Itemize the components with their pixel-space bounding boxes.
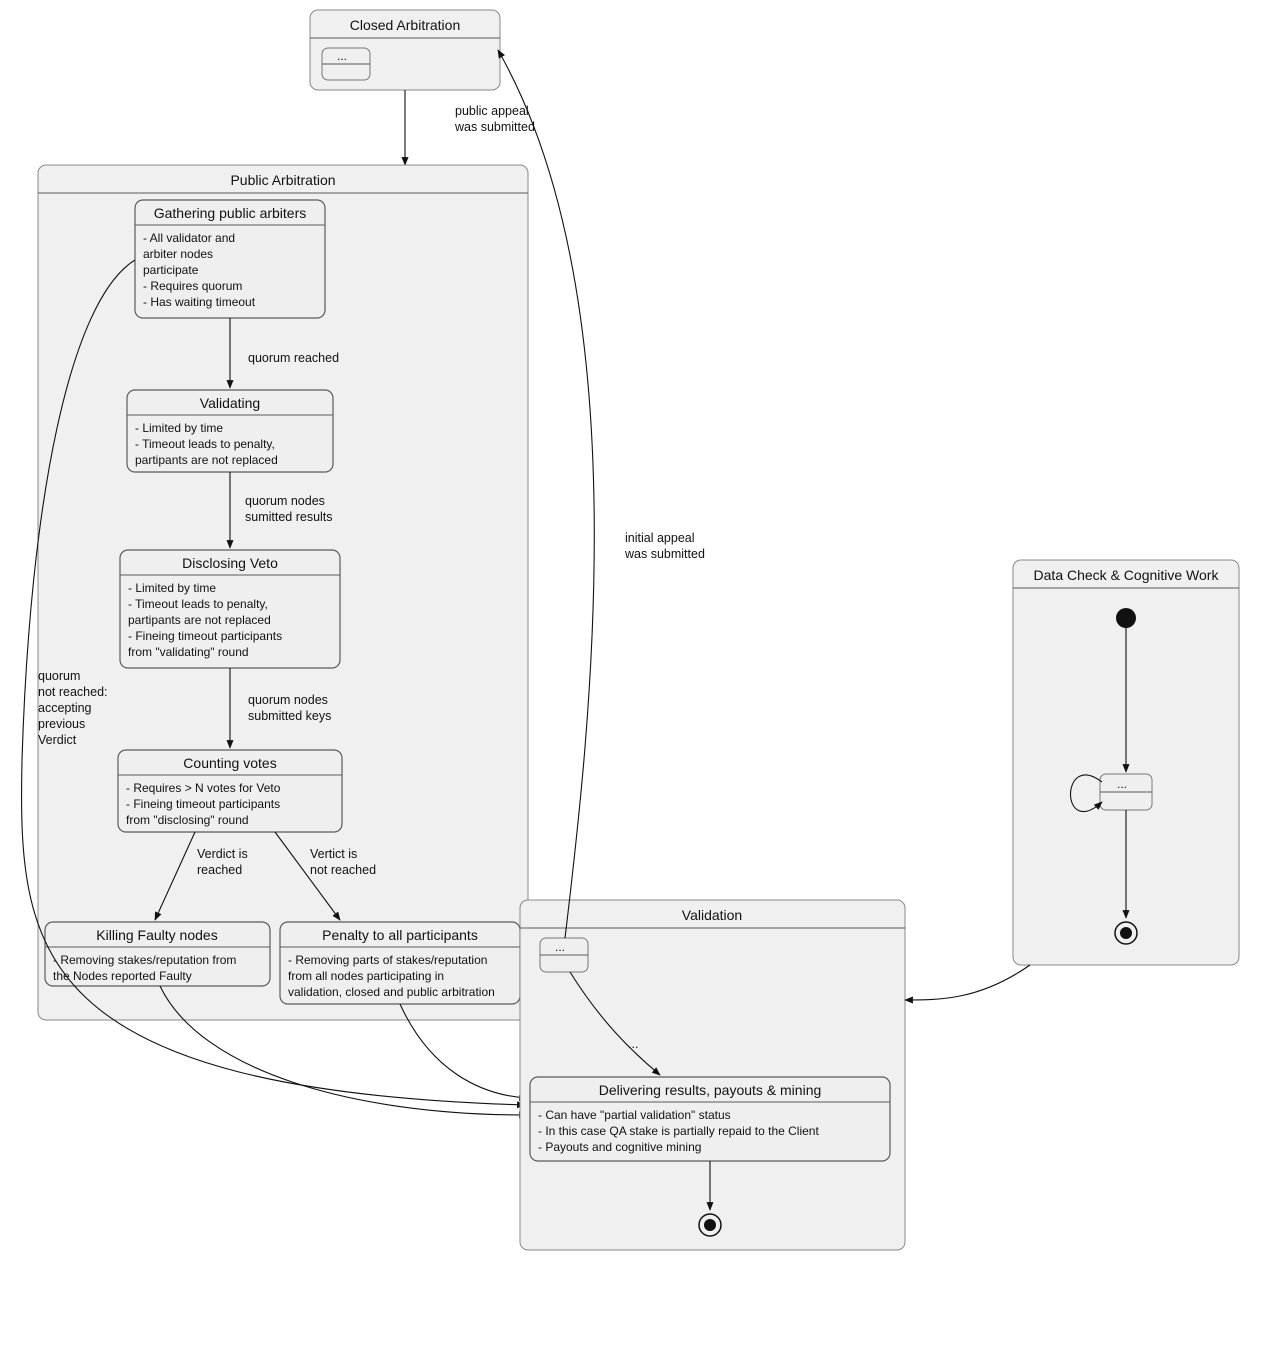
- closed-arbitration-container: Closed Arbitration ...: [310, 10, 500, 90]
- closed-arbitration-title: Closed Arbitration: [350, 17, 461, 33]
- validation-title: Validation: [682, 907, 742, 923]
- svg-text:not reached:: not reached:: [38, 685, 108, 699]
- killing-title: Killing Faulty nodes: [96, 927, 217, 943]
- svg-text:accepting: accepting: [38, 701, 92, 715]
- svg-text:partipants are not replaced: partipants are not replaced: [128, 613, 271, 627]
- penalty-title: Penalty to all participants: [322, 927, 478, 943]
- svg-text:Verdict: Verdict: [38, 733, 77, 747]
- penalty-node: Penalty to all participants - Removing p…: [280, 922, 520, 1004]
- svg-text:- Removing parts of stakes/rep: - Removing parts of stakes/reputation: [288, 953, 487, 967]
- svg-text:previous: previous: [38, 717, 85, 731]
- gathering-title: Gathering public arbiters: [154, 205, 307, 221]
- svg-text:not reached: not reached: [310, 863, 376, 877]
- counting-node: Counting votes - Requires > N votes for …: [118, 750, 342, 832]
- svg-text:reached: reached: [197, 863, 242, 877]
- svg-text:- Limited by time: - Limited by time: [128, 581, 216, 595]
- data-check-ellipsis: ...: [1117, 777, 1127, 791]
- closed-arbitration-ellipsis: ...: [337, 49, 347, 63]
- svg-text:submitted keys: submitted keys: [248, 709, 331, 723]
- svg-text:- Requires > N votes for Veto: - Requires > N votes for Veto: [126, 781, 281, 795]
- svg-text:arbiter nodes: arbiter nodes: [143, 247, 213, 261]
- svg-text:- Has waiting timeout: - Has waiting timeout: [143, 295, 256, 309]
- svg-text:- Timeout leads to penalty,: - Timeout leads to penalty,: [135, 437, 275, 451]
- svg-text:- Limited by time: - Limited by time: [135, 421, 223, 435]
- svg-text:- Fineing timeout participants: - Fineing timeout participants: [126, 797, 280, 811]
- svg-text:initial appeal: initial appeal: [625, 531, 695, 545]
- public-arbitration-container: Public Arbitration Gathering public arbi…: [38, 165, 528, 1020]
- svg-text:the Nodes reported Faulty: the Nodes reported Faulty: [53, 969, 192, 983]
- validation-ellipsis-box: ...: [555, 940, 565, 954]
- svg-text:- Requires quorum: - Requires quorum: [143, 279, 242, 293]
- svg-text:- Fineing timeout participants: - Fineing timeout participants: [128, 629, 282, 643]
- state-diagram: Closed Arbitration ... public appeal was…: [0, 0, 1287, 1355]
- svg-text:from "disclosing" round: from "disclosing" round: [126, 813, 249, 827]
- svg-text:was submitted: was submitted: [624, 547, 705, 561]
- delivering-node: Delivering results, payouts & mining - C…: [530, 1077, 890, 1161]
- svg-text:sumitted results: sumitted results: [245, 510, 333, 524]
- final-state-inner: [704, 1219, 716, 1231]
- svg-text:participate: participate: [143, 263, 199, 277]
- svg-text:validation, closed and public: validation, closed and public arbitratio…: [288, 985, 495, 999]
- svg-text:quorum: quorum: [38, 669, 80, 683]
- edge-label: public appeal: [455, 104, 529, 118]
- data-check-container: Data Check & Cognitive Work ...: [1013, 560, 1239, 965]
- edge-label: was submitted: [454, 120, 535, 134]
- public-arbitration-title: Public Arbitration: [230, 172, 335, 188]
- killing-node: Killing Faulty nodes - Removing stakes/r…: [45, 922, 270, 986]
- gathering-node: Gathering public arbiters - All validato…: [135, 200, 325, 318]
- svg-text:Verdict is: Verdict is: [197, 847, 248, 861]
- svg-text:quorum nodes: quorum nodes: [245, 494, 325, 508]
- svg-text:Vertict is: Vertict is: [310, 847, 357, 861]
- validation-container: Validation ... ... Delivering results, p…: [520, 900, 905, 1250]
- dc-final-inner: [1120, 927, 1132, 939]
- initial-state: [1116, 608, 1136, 628]
- svg-text:- Can have "partial validation: - Can have "partial validation" status: [538, 1108, 731, 1122]
- data-check-title: Data Check & Cognitive Work: [1034, 567, 1220, 583]
- svg-text:quorum nodes: quorum nodes: [248, 693, 328, 707]
- svg-text:- All validator and: - All validator and: [143, 231, 235, 245]
- validating-node: Validating - Limited by time - Timeout l…: [127, 390, 333, 472]
- svg-text:from "validating" round: from "validating" round: [128, 645, 249, 659]
- svg-text:- Payouts and cognitive mining: - Payouts and cognitive mining: [538, 1140, 701, 1154]
- svg-text:- Removing stakes/reputation f: - Removing stakes/reputation from: [53, 953, 236, 967]
- svg-text:- Timeout leads to penalty,: - Timeout leads to penalty,: [128, 597, 268, 611]
- svg-text:partipants are not replaced: partipants are not replaced: [135, 453, 278, 467]
- edge-datacheck-to-validation: [905, 965, 1030, 1000]
- disclosing-title: Disclosing Veto: [182, 555, 278, 571]
- validating-title: Validating: [200, 395, 260, 411]
- svg-text:quorum reached: quorum reached: [248, 351, 339, 365]
- svg-text:- In this case QA stake is par: - In this case QA stake is partially rep…: [538, 1124, 819, 1138]
- delivering-title: Delivering results, payouts & mining: [599, 1082, 822, 1098]
- validation-ellipsis-edge: ...: [628, 1037, 638, 1051]
- counting-title: Counting votes: [183, 755, 276, 771]
- disclosing-node: Disclosing Veto - Limited by time - Time…: [120, 550, 340, 668]
- svg-text:from all nodes participating i: from all nodes participating in: [288, 969, 444, 983]
